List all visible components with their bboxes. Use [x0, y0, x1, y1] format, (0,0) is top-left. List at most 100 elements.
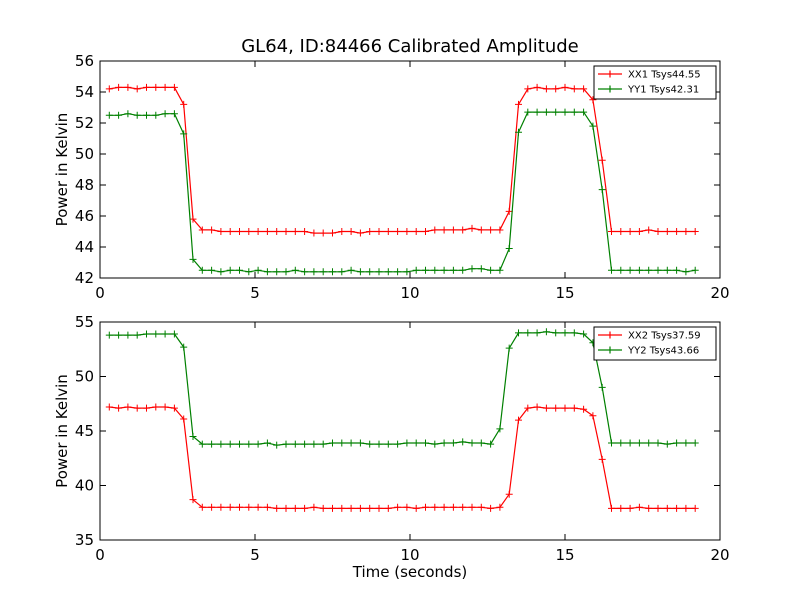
data-point-marker — [440, 439, 448, 447]
data-point-marker — [524, 108, 532, 116]
data-point-marker — [366, 228, 374, 235]
data-point-marker — [691, 439, 699, 447]
legend-swatch — [598, 331, 622, 339]
data-point-marker — [291, 504, 299, 512]
series-line — [109, 331, 696, 446]
data-point-marker — [254, 503, 262, 511]
data-point-marker — [552, 404, 560, 412]
data-point-marker — [542, 404, 550, 412]
data-point-marker — [180, 130, 188, 138]
data-point-marker — [273, 441, 281, 449]
data-point-marker — [617, 266, 625, 274]
data-point-marker — [394, 503, 402, 511]
data-point-marker — [580, 108, 588, 116]
legend-swatch — [598, 85, 622, 93]
data-point-marker — [273, 268, 281, 276]
data-point-marker — [589, 96, 597, 104]
data-point-marker — [487, 440, 495, 448]
data-point-marker — [124, 403, 132, 411]
data-point-marker — [105, 331, 113, 339]
data-point-marker — [133, 404, 141, 412]
data-point-marker — [301, 504, 309, 512]
data-point-marker — [356, 268, 364, 276]
x-tick-label: 15 — [555, 546, 574, 564]
data-point-marker — [263, 228, 271, 235]
data-point-marker — [310, 229, 318, 237]
data-point-marker — [115, 83, 123, 91]
data-point-marker — [580, 330, 588, 338]
data-point-marker — [189, 215, 197, 223]
data-point-marker — [347, 266, 355, 274]
data-point-marker — [180, 100, 188, 108]
data-point-marker — [115, 404, 123, 412]
data-point-marker — [496, 226, 504, 234]
data-point-marker — [515, 128, 522, 136]
y-tick-label: 56 — [75, 52, 94, 70]
data-point-marker — [449, 266, 457, 274]
data-point-marker — [608, 228, 615, 235]
data-point-marker — [236, 228, 243, 235]
data-point-marker — [338, 439, 346, 447]
data-point-marker — [449, 503, 457, 511]
data-point-marker — [533, 329, 541, 337]
data-point-marker — [356, 229, 364, 237]
data-point-marker — [682, 504, 690, 512]
data-point-marker — [180, 343, 188, 351]
data-point-marker — [635, 503, 643, 511]
data-point-marker — [645, 504, 653, 512]
data-point-marker — [626, 439, 634, 447]
data-point-marker — [366, 504, 374, 512]
data-point-marker — [412, 439, 420, 447]
data-point-marker — [552, 329, 560, 337]
data-point-marker — [375, 228, 383, 235]
data-point-marker — [143, 83, 150, 91]
data-point-marker — [366, 440, 374, 448]
data-point-marker — [254, 266, 262, 274]
data-point-marker — [487, 504, 495, 512]
data-point-marker — [143, 111, 150, 119]
data-point-marker — [152, 83, 160, 91]
data-point-marker — [375, 268, 383, 276]
data-point-marker — [291, 266, 299, 274]
data-point-marker — [682, 439, 690, 447]
x-tick-label: 0 — [95, 284, 105, 302]
data-point-marker — [394, 228, 402, 235]
data-point-marker — [245, 503, 253, 511]
data-point-marker — [143, 404, 150, 412]
legend-entry-label: YY1 Tsys42.31 — [627, 85, 699, 96]
y-axis-label: Power in Kelvin — [53, 113, 71, 227]
data-point-marker — [170, 83, 178, 91]
data-point-marker — [663, 228, 671, 235]
data-point-marker — [431, 226, 439, 234]
data-point-marker — [533, 108, 541, 116]
data-point-marker — [422, 228, 429, 235]
data-point-marker — [626, 228, 634, 235]
data-point-marker — [198, 226, 206, 234]
data-point-marker — [198, 266, 206, 274]
data-point-marker — [254, 228, 262, 235]
data-point-marker — [226, 228, 234, 235]
data-point-marker — [133, 331, 141, 339]
data-point-marker — [263, 439, 271, 447]
data-point-marker — [598, 383, 606, 391]
data-point-marker — [673, 504, 681, 512]
data-point-marker — [198, 503, 206, 511]
data-point-marker — [589, 412, 597, 420]
legend-entry-label: YY2 Tsys43.66 — [627, 346, 699, 357]
data-point-marker — [673, 439, 681, 447]
data-point-marker — [403, 439, 411, 447]
y-tick-label: 50 — [75, 368, 94, 386]
data-point-marker — [338, 504, 346, 512]
data-point-marker — [673, 266, 681, 274]
data-point-marker — [161, 330, 169, 338]
data-point-marker — [301, 440, 309, 448]
data-point-marker — [468, 265, 476, 273]
y-tick-label: 40 — [75, 477, 94, 495]
data-point-marker — [115, 111, 123, 119]
data-point-marker — [515, 329, 522, 337]
data-point-marker — [608, 266, 615, 274]
data-point-marker — [143, 330, 150, 338]
data-point-marker — [105, 111, 113, 119]
data-point-marker — [403, 228, 411, 235]
